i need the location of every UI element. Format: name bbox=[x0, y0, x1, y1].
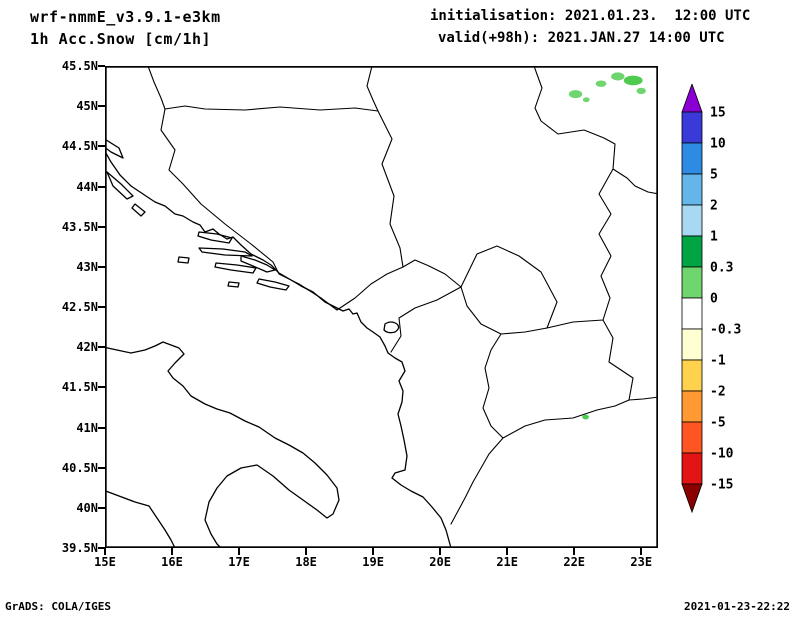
x-tick-mark bbox=[439, 548, 442, 555]
y-tick-mark bbox=[98, 65, 105, 67]
x-tick-label: 20E bbox=[429, 555, 451, 569]
y-tick-mark bbox=[98, 105, 105, 108]
x-tick-mark bbox=[238, 548, 241, 555]
colorbar-arrow-top bbox=[681, 84, 703, 113]
snow-patch bbox=[636, 87, 646, 95]
y-tick-mark bbox=[98, 225, 105, 228]
colorbar: 15 10 5 2 1 0.3 0 -0.3 -1 -2 -5 -10 -15 bbox=[681, 84, 741, 514]
colorbar-label: 5 bbox=[710, 168, 718, 183]
colorbar-arrow-bottom bbox=[681, 483, 703, 514]
colorbar-band bbox=[681, 235, 703, 268]
x-tick-mark bbox=[506, 548, 509, 555]
y-tick-mark bbox=[98, 386, 105, 389]
x-tick-label: 18E bbox=[295, 555, 317, 569]
x-tick-label: 23E bbox=[630, 555, 653, 569]
snow-patches bbox=[568, 72, 646, 420]
colorbar-label: -15 bbox=[710, 478, 733, 493]
colorbar-label: -2 bbox=[710, 385, 726, 400]
colorbar-band bbox=[681, 204, 703, 237]
colorbar-label: -5 bbox=[710, 416, 726, 431]
x-tick-label: 21E bbox=[496, 555, 519, 569]
y-tick-label: 41.5N bbox=[61, 380, 98, 395]
x-tick-label: 15E bbox=[94, 555, 116, 569]
map-plot bbox=[105, 66, 658, 548]
y-tick-mark bbox=[98, 466, 105, 469]
colorbar-band bbox=[681, 359, 703, 392]
y-tick-mark bbox=[98, 306, 105, 308]
y-tick-label: 44.5N bbox=[61, 139, 98, 154]
y-tick-label: 42N bbox=[76, 340, 98, 355]
plot-frame bbox=[105, 66, 658, 548]
borders-path bbox=[147, 66, 658, 525]
x-tick-mark bbox=[305, 548, 308, 555]
x-tick-label: 22E bbox=[563, 555, 586, 569]
snow-patch bbox=[582, 414, 589, 420]
colorbar-band bbox=[681, 173, 703, 206]
colorbar-label: 0 bbox=[710, 292, 718, 307]
snow-patch bbox=[582, 97, 590, 103]
lake-outline-path bbox=[383, 321, 400, 334]
colorbar-band bbox=[681, 452, 703, 485]
colorbar-band bbox=[681, 297, 703, 330]
y-tick-label: 43N bbox=[76, 259, 98, 274]
colorbar-label: 15 bbox=[710, 106, 726, 121]
colorbar-label: -10 bbox=[710, 447, 734, 462]
snow-patch bbox=[623, 75, 643, 86]
y-tick-label: 39.5N bbox=[61, 541, 98, 555]
colorbar-band bbox=[681, 266, 703, 299]
model-name: wrf-nmmE_v3.9.1-e3km bbox=[30, 8, 221, 26]
colorbar-label: -0.3 bbox=[710, 323, 741, 338]
x-tick-label: 17E bbox=[228, 555, 250, 569]
y-tick-label: 42.5N bbox=[61, 300, 98, 314]
x-tick-mark bbox=[640, 548, 643, 555]
colorbar-label: 1 bbox=[710, 230, 718, 245]
islands-path bbox=[105, 138, 290, 291]
coastline-path bbox=[105, 150, 452, 548]
x-tick-mark bbox=[573, 548, 576, 555]
grads-credit: GrADS: COLA/IGES bbox=[5, 600, 111, 613]
plot-timestamp: 2021-01-23-22:22 bbox=[684, 600, 790, 613]
y-tick-label: 43.5N bbox=[61, 219, 98, 234]
y-tick-mark bbox=[98, 265, 105, 268]
y-tick-label: 44N bbox=[76, 179, 98, 194]
y-tick-mark bbox=[98, 185, 105, 188]
x-tick-mark bbox=[372, 548, 375, 555]
variable-name: 1h Acc.Snow [cm/1h] bbox=[30, 30, 212, 48]
y-tick-label: 40.5N bbox=[61, 460, 98, 475]
colorbar-band bbox=[681, 328, 703, 361]
x-tick-mark bbox=[104, 548, 106, 555]
y-tick-mark bbox=[98, 506, 105, 509]
y-tick-mark bbox=[98, 547, 105, 549]
y-tick-mark bbox=[98, 346, 105, 349]
colorbar-label: 2 bbox=[710, 199, 718, 214]
y-tick-mark bbox=[98, 145, 105, 148]
colorbar-label: 10 bbox=[710, 137, 726, 152]
snow-patch bbox=[595, 80, 607, 87]
colorbar-label: -1 bbox=[710, 354, 726, 369]
snow-patch bbox=[611, 72, 625, 81]
y-tick-mark bbox=[98, 426, 105, 429]
x-tick-label: 16E bbox=[161, 555, 183, 569]
y-tick-label: 41N bbox=[76, 420, 98, 435]
colorbar-band bbox=[681, 142, 703, 175]
colorbar-label: 0.3 bbox=[710, 261, 733, 276]
x-tick-mark bbox=[171, 548, 174, 555]
snow-patch bbox=[568, 90, 583, 99]
init-time: initialisation: 2021.01.23. 12:00 UTC bbox=[430, 8, 751, 24]
valid-time: valid(+98h): 2021.JAN.27 14:00 UTC bbox=[438, 30, 725, 46]
x-tick-label: 19E bbox=[362, 555, 384, 569]
colorbar-band bbox=[681, 421, 703, 454]
y-tick-label: 40N bbox=[76, 500, 98, 515]
colorbar-band bbox=[681, 111, 703, 144]
colorbar-band bbox=[681, 390, 703, 423]
y-tick-label: 45.5N bbox=[61, 59, 98, 73]
y-tick-label: 45N bbox=[76, 99, 98, 114]
